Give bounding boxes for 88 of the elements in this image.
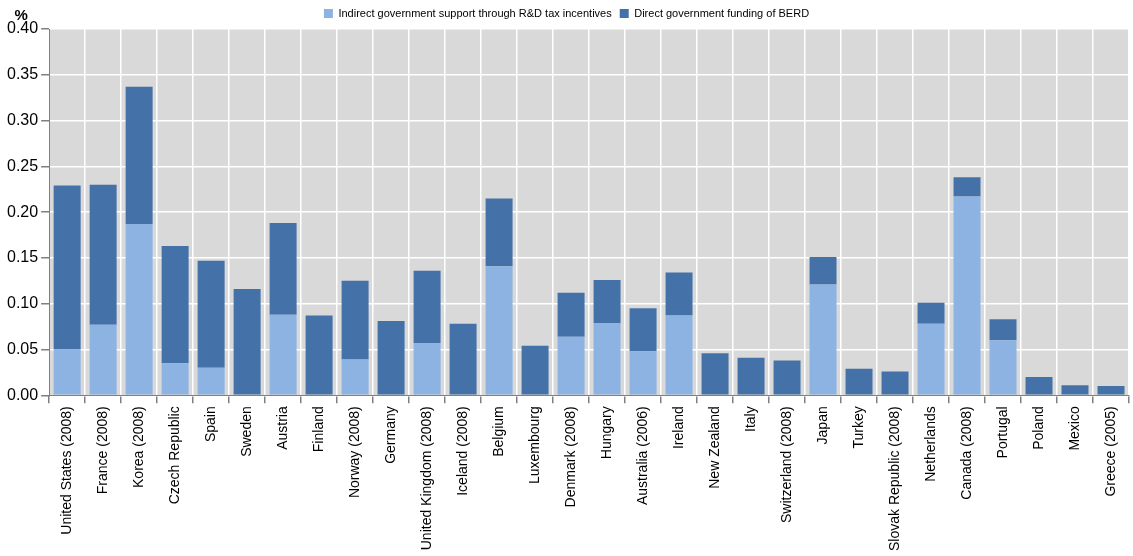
y-tick-label: 0.00 [7, 385, 39, 403]
bar [197, 367, 225, 395]
bar [593, 322, 621, 395]
bar [737, 357, 765, 395]
x-tick-label: Czech Republic [165, 406, 182, 505]
x-tick-label: Germany [381, 406, 398, 464]
x-tick-label: Sweden [237, 406, 254, 457]
bar [809, 284, 837, 395]
x-tick-label: Spain [201, 406, 218, 443]
y-tick-label: 0.35 [7, 65, 39, 83]
bar [917, 323, 945, 395]
bar [413, 270, 441, 344]
x-tick-label: Finland [309, 406, 326, 453]
x-tick-label: Poland [1029, 406, 1046, 450]
y-tick-label: 0.40 [7, 19, 39, 37]
bar [557, 336, 585, 395]
x-tick-label: Italy [741, 406, 758, 432]
bar [1097, 386, 1125, 395]
bar [629, 308, 657, 352]
bar [557, 292, 585, 337]
bar [161, 246, 189, 364]
bar [89, 324, 117, 395]
bar [377, 321, 405, 395]
y-tick-label: 0.25 [7, 156, 39, 174]
x-tick-label: Slovak Republic (2008) [885, 406, 902, 552]
x-tick-label: United Kingdom (2008) [417, 406, 434, 551]
x-tick-label: Korea (2008) [129, 406, 146, 488]
bar [197, 260, 225, 368]
y-tick-label: 0.05 [7, 339, 39, 357]
x-tick-label: Luxembourg [525, 406, 542, 485]
x-tick-label: Iceland (2008) [453, 406, 470, 496]
x-tick-label: Canada (2008) [957, 406, 974, 500]
bar [53, 349, 81, 395]
bar [53, 185, 81, 350]
bar [233, 289, 261, 395]
bar [269, 314, 297, 395]
bar [989, 319, 1017, 341]
bar [665, 315, 693, 395]
bar [989, 340, 1017, 395]
bar [341, 280, 369, 360]
bar [1061, 385, 1089, 395]
bar [953, 177, 981, 197]
bar [953, 196, 981, 395]
legend-label: Direct government funding of BERD [634, 6, 810, 19]
bar [629, 351, 657, 395]
bar [413, 343, 441, 395]
x-tick-label: United States (2008) [58, 406, 74, 535]
bar [269, 223, 297, 315]
bar [485, 266, 513, 395]
bar [593, 279, 621, 323]
y-tick-label: 0.30 [7, 110, 39, 128]
x-tick-label: Netherlands [921, 406, 938, 482]
bar [917, 302, 945, 324]
x-tick-label: Japan [813, 406, 830, 445]
x-tick-label: New Zealand [705, 406, 722, 489]
bar [521, 345, 549, 395]
bar [881, 371, 909, 395]
bar [125, 86, 153, 225]
bar [485, 198, 513, 267]
x-tick-label: Greece (2005) [1101, 406, 1118, 497]
x-tick-label: Denmark (2008) [561, 406, 578, 508]
x-tick-label: Portugal [993, 406, 1010, 459]
bar [845, 368, 873, 395]
y-tick-label: 0.10 [7, 294, 39, 312]
x-tick-label: Mexico [1065, 406, 1082, 451]
x-tick-label: Austria [273, 406, 290, 450]
bar [89, 184, 117, 325]
bar [773, 360, 801, 395]
bar [1025, 376, 1053, 395]
bar [305, 315, 333, 395]
bar [449, 323, 477, 395]
y-tick-label: 0.20 [7, 202, 39, 220]
x-tick-label: Norway (2008) [345, 406, 362, 499]
x-tick-label: Australia (2006) [633, 406, 650, 506]
y-tick-label: 0.15 [7, 248, 39, 266]
bar [809, 256, 837, 285]
bar [341, 359, 369, 395]
x-tick-label: Turkey [849, 406, 866, 449]
x-tick-label: Belgium [489, 406, 506, 457]
bar [125, 224, 153, 395]
bar [701, 353, 729, 395]
x-tick-label: Hungary [597, 406, 614, 460]
bar [665, 272, 693, 316]
bar [161, 363, 189, 395]
legend-label: Indirect government support through R&D tax incentives [338, 6, 613, 19]
x-tick-label: France (2008) [93, 406, 110, 495]
x-tick-label: Switzerland (2008) [777, 406, 794, 523]
x-tick-label: Ireland [669, 406, 686, 450]
